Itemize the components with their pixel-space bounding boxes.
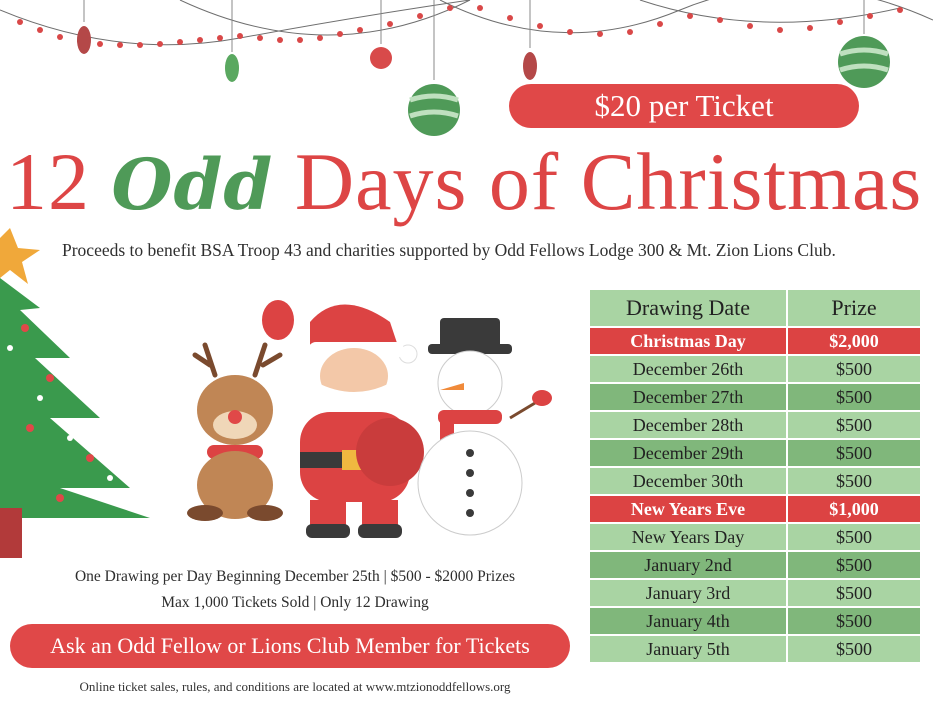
prize-amount: $500 (786, 354, 922, 384)
table-row: December 28th $500 (588, 410, 922, 440)
prize-amount: $500 (786, 578, 922, 608)
prize-amount: $500 (786, 410, 922, 440)
drawing-date: December 29th (588, 438, 788, 468)
prize-amount: $500 (786, 550, 922, 580)
drawing-date: December 28th (588, 410, 788, 440)
table-row: January 3rd $500 (588, 578, 922, 608)
page-title: 12 Odd Days of Christmas (6, 132, 933, 235)
santa-illustration (262, 300, 424, 538)
drawing-date: December 27th (588, 382, 788, 412)
drawing-date: December 30th (588, 466, 788, 496)
table-row: New Years Day $500 (588, 522, 922, 552)
table-row: Christmas Day $2,000 (588, 326, 922, 356)
drawing-date: January 2nd (588, 550, 788, 580)
ticket-limit-line: Max 1,000 Tickets Sold | Only 12 Drawing (161, 594, 429, 611)
column-header-date: Drawing Date (588, 288, 788, 328)
prize-amount: $500 (786, 606, 922, 636)
table-row: January 4th $500 (588, 606, 922, 636)
table-row: December 26th $500 (588, 354, 922, 384)
prize-amount: $1,000 (786, 494, 922, 524)
drawing-date: January 3rd (588, 578, 788, 608)
table-row: December 30th $500 (588, 466, 922, 496)
title-odd: Odd (111, 143, 274, 226)
title-part-2: Days of Christmas (294, 136, 923, 227)
column-header-prize: Prize (786, 288, 922, 328)
prize-amount: $500 (786, 634, 922, 664)
footer-note: Online ticket sales, rules, and conditio… (79, 679, 511, 694)
subtitle: Proceeds to benefit BSA Troop 43 and cha… (62, 240, 836, 260)
table-header-row: Drawing Date Prize (588, 288, 922, 328)
table-row: December 27th $500 (588, 382, 922, 412)
title-part-1: 12 (6, 136, 90, 227)
drawing-date: New Years Day (588, 522, 788, 552)
ticket-price-banner: $20 per Ticket (509, 84, 859, 128)
prize-amount: $500 (786, 522, 922, 552)
table-row: New Years Eve $1,000 (588, 494, 922, 524)
prize-amount: $500 (786, 382, 922, 412)
christmas-tree-illustration (0, 228, 150, 558)
reindeer-illustration (187, 342, 283, 521)
drawing-date: New Years Eve (588, 494, 788, 524)
prize-table: Drawing Date Prize Christmas Day $2,000 D… (588, 288, 922, 664)
drawing-date: Christmas Day (588, 326, 788, 356)
prize-amount: $500 (786, 438, 922, 468)
table-row: December 29th $500 (588, 438, 922, 468)
table-row: January 2nd $500 (588, 550, 922, 580)
drawing-date: January 4th (588, 606, 788, 636)
ask-member-banner: Ask an Odd Fellow or Lions Club Member f… (10, 624, 570, 668)
drawing-date: January 5th (588, 634, 788, 664)
prize-amount: $2,000 (786, 326, 922, 356)
snowman-illustration (417, 318, 552, 536)
table-row: January 5th $500 (588, 634, 922, 664)
drawing-date: December 26th (588, 354, 788, 384)
drawing-info-line: One Drawing per Day Beginning December 2… (74, 568, 515, 585)
prize-amount: $500 (786, 466, 922, 496)
garland-decoration (0, 0, 933, 136)
